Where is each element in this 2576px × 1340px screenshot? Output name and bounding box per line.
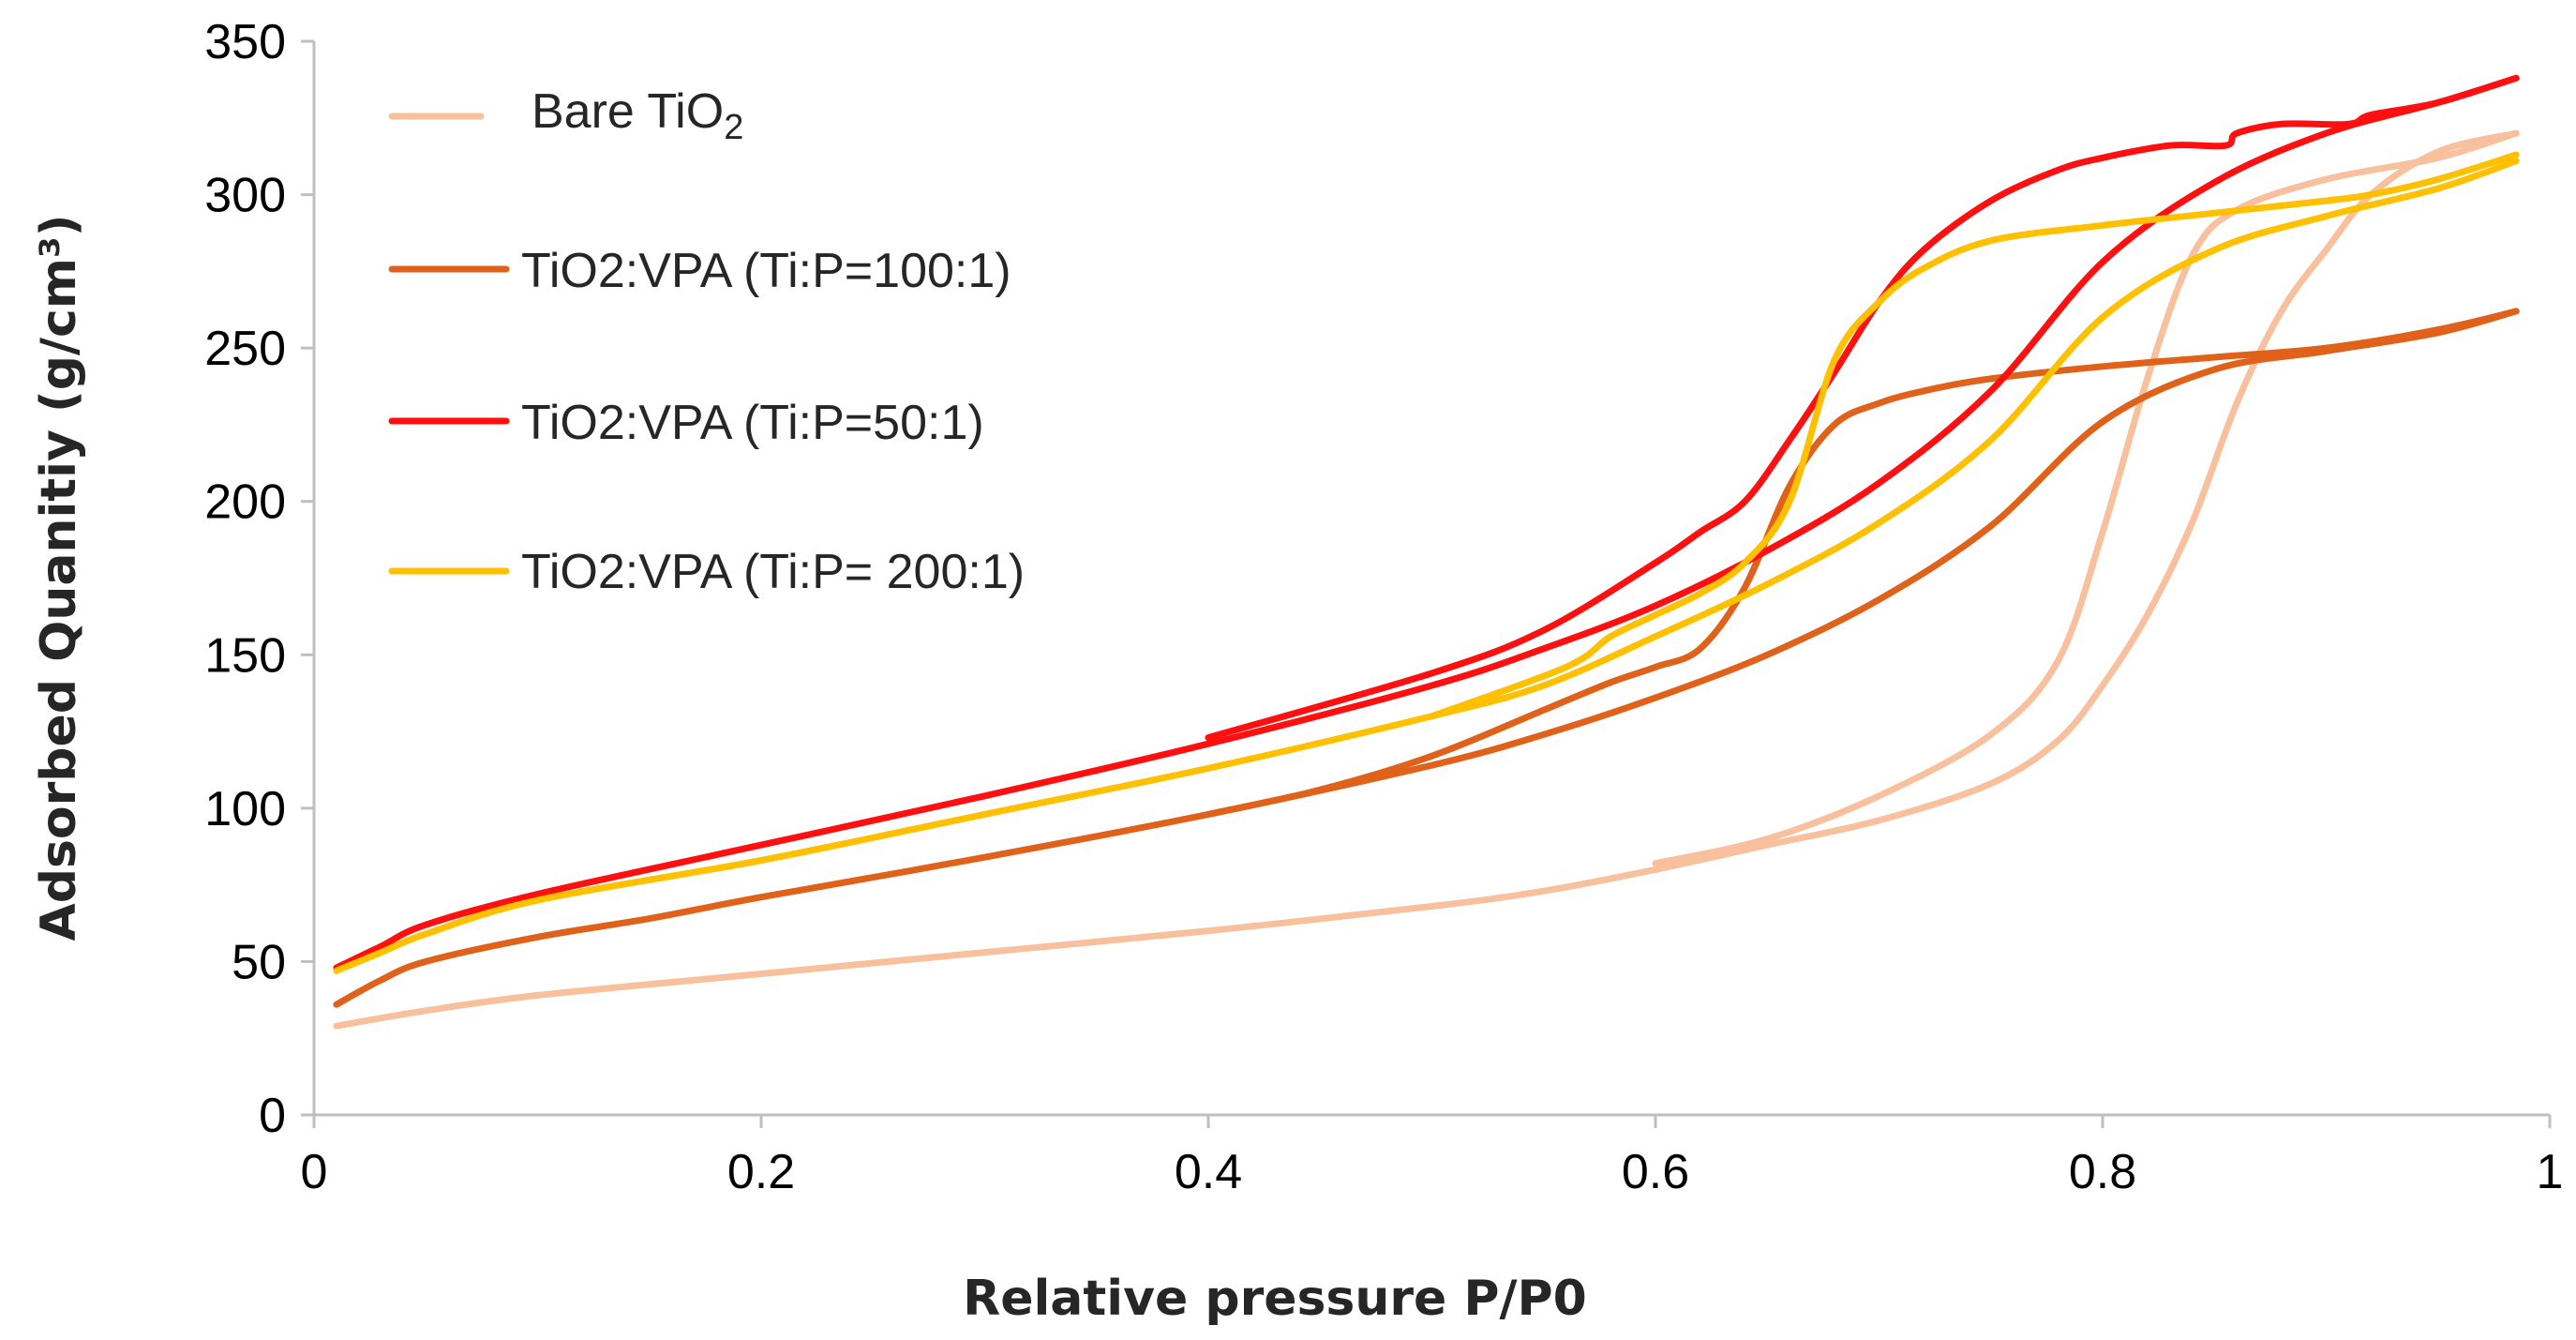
series-3-desorption-line bbox=[1205, 74, 2520, 742]
x-tick-label: 0.8 bbox=[2069, 1145, 2136, 1199]
y-tick-label: 100 bbox=[204, 782, 286, 836]
series-1-adsorption-line bbox=[333, 129, 2520, 1030]
y-tick-label: 200 bbox=[204, 475, 286, 530]
y-axis-title: Adsorbed Quanitiy (g/cm³) bbox=[31, 215, 87, 941]
x-tick-label: 0.2 bbox=[727, 1145, 795, 1199]
x-tick-label: 1 bbox=[2537, 1145, 2564, 1199]
series-1-desorption-line bbox=[1652, 129, 2520, 867]
legend-label-3: TiO2:VPA (Ti:P=50:1) bbox=[521, 396, 984, 450]
y-tick-label: 150 bbox=[204, 628, 286, 683]
y-tick-label: 50 bbox=[232, 935, 286, 989]
series-3-adsorption-line bbox=[333, 74, 2520, 971]
legend: Bare TiO2 TiO2:VPA (Ti:P=100:1) TiO2:VPA (… bbox=[388, 84, 1025, 599]
y-tick-label: 300 bbox=[204, 169, 286, 223]
axes bbox=[312, 41, 2550, 1117]
legend-label-2: TiO2:VPA (Ti:P=100:1) bbox=[521, 244, 1011, 298]
legend-label-1: Bare TiO2 bbox=[532, 84, 743, 147]
y-tick-label: 0 bbox=[259, 1089, 286, 1143]
x-tick-label: 0 bbox=[301, 1145, 328, 1199]
series-1 bbox=[333, 129, 2520, 1030]
x-ticks: 0 0.2 0.4 0.6 0.8 1 bbox=[301, 1115, 2564, 1199]
series-3 bbox=[333, 74, 2520, 971]
y-tick-label: 350 bbox=[204, 15, 286, 69]
x-axis-title: Relative pressure P/P0 bbox=[963, 1271, 1587, 1327]
x-tick-label: 0.6 bbox=[1622, 1145, 1689, 1199]
series-group bbox=[333, 74, 2520, 1030]
y-ticks: 0 50 100 150 200 250 300 350 bbox=[204, 15, 314, 1143]
legend-label-4: TiO2:VPA (Ti:P= 200:1) bbox=[521, 545, 1025, 599]
series-2-adsorption-line bbox=[333, 308, 2520, 1008]
series-4 bbox=[333, 151, 2520, 974]
series-4-desorption-line bbox=[1429, 151, 2520, 720]
series-2-desorption-line bbox=[1205, 308, 2520, 818]
series-4-adsorption-line bbox=[333, 158, 2520, 974]
x-tick-label: 0.4 bbox=[1175, 1145, 1242, 1199]
y-tick-label: 250 bbox=[204, 322, 286, 376]
